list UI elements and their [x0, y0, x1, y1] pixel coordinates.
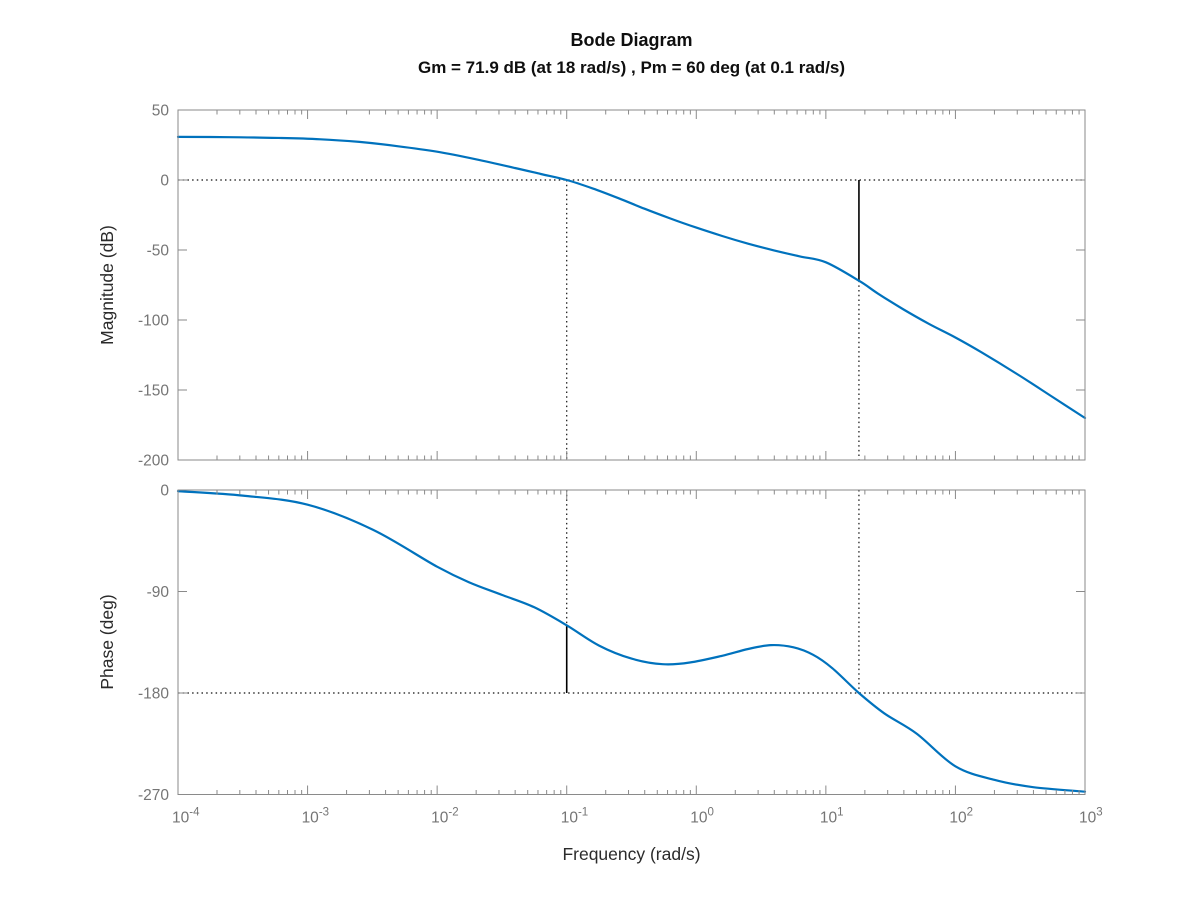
phase-reference-lines: [178, 490, 1085, 694]
y-tick-label: -90: [147, 584, 170, 601]
chart-title: Bode Diagram: [570, 30, 692, 50]
chart-subtitle: Gm = 71.9 dB (at 18 rad/s) , Pm = 60 deg…: [418, 58, 845, 77]
phase-axes: [177, 489, 1086, 795]
phase-curve: [176, 490, 1087, 793]
phase-tick-labels: 0 -90 -180 -270: [138, 483, 169, 805]
y-tick-label: -200: [138, 453, 169, 470]
phase-plot: 0 -90 -180 -270: [138, 483, 1087, 805]
x-tick-label: 10-2: [431, 807, 458, 827]
y-tick-label: -150: [138, 383, 169, 400]
magnitude-reference-lines: [178, 179, 1085, 460]
y-tick-label: -100: [138, 313, 169, 330]
axes-box: [177, 489, 1086, 795]
x-tick-label: 102: [949, 807, 973, 827]
frequency-tick-labels: 10-4 10-3 10-2 10-1 100 101 102 103: [172, 807, 1103, 827]
magnitude-response-curve: [176, 135, 1087, 420]
x-tick-label: 10-4: [172, 807, 200, 827]
magnitude-curve: [176, 135, 1087, 420]
magnitude-y-axis-label: Magnitude (dB): [97, 225, 117, 345]
magnitude-plot: 50 0 -50 -100 -150 -200: [138, 103, 1087, 470]
axes-box: [177, 109, 1086, 461]
x-tick-label: 10-1: [561, 807, 588, 827]
y-tick-label: 0: [160, 483, 169, 500]
x-tick-label: 10-3: [302, 807, 329, 827]
y-tick-label: 50: [152, 103, 170, 120]
magnitude-axes: [177, 109, 1086, 461]
y-tick-label: -50: [147, 243, 170, 260]
y-tick-label: -270: [138, 787, 169, 804]
x-tick-label: 103: [1079, 807, 1103, 827]
y-tick-label: 0: [160, 173, 169, 190]
x-tick-label: 101: [820, 807, 844, 827]
x-axis-label: Frequency (rad/s): [562, 844, 700, 864]
y-tick-label: -180: [138, 686, 169, 703]
x-tick-label: 100: [690, 807, 714, 827]
phase-response-curve: [176, 490, 1087, 793]
magnitude-tick-labels: 50 0 -50 -100 -150 -200: [138, 103, 169, 470]
phase-y-axis-label: Phase (deg): [97, 594, 117, 689]
